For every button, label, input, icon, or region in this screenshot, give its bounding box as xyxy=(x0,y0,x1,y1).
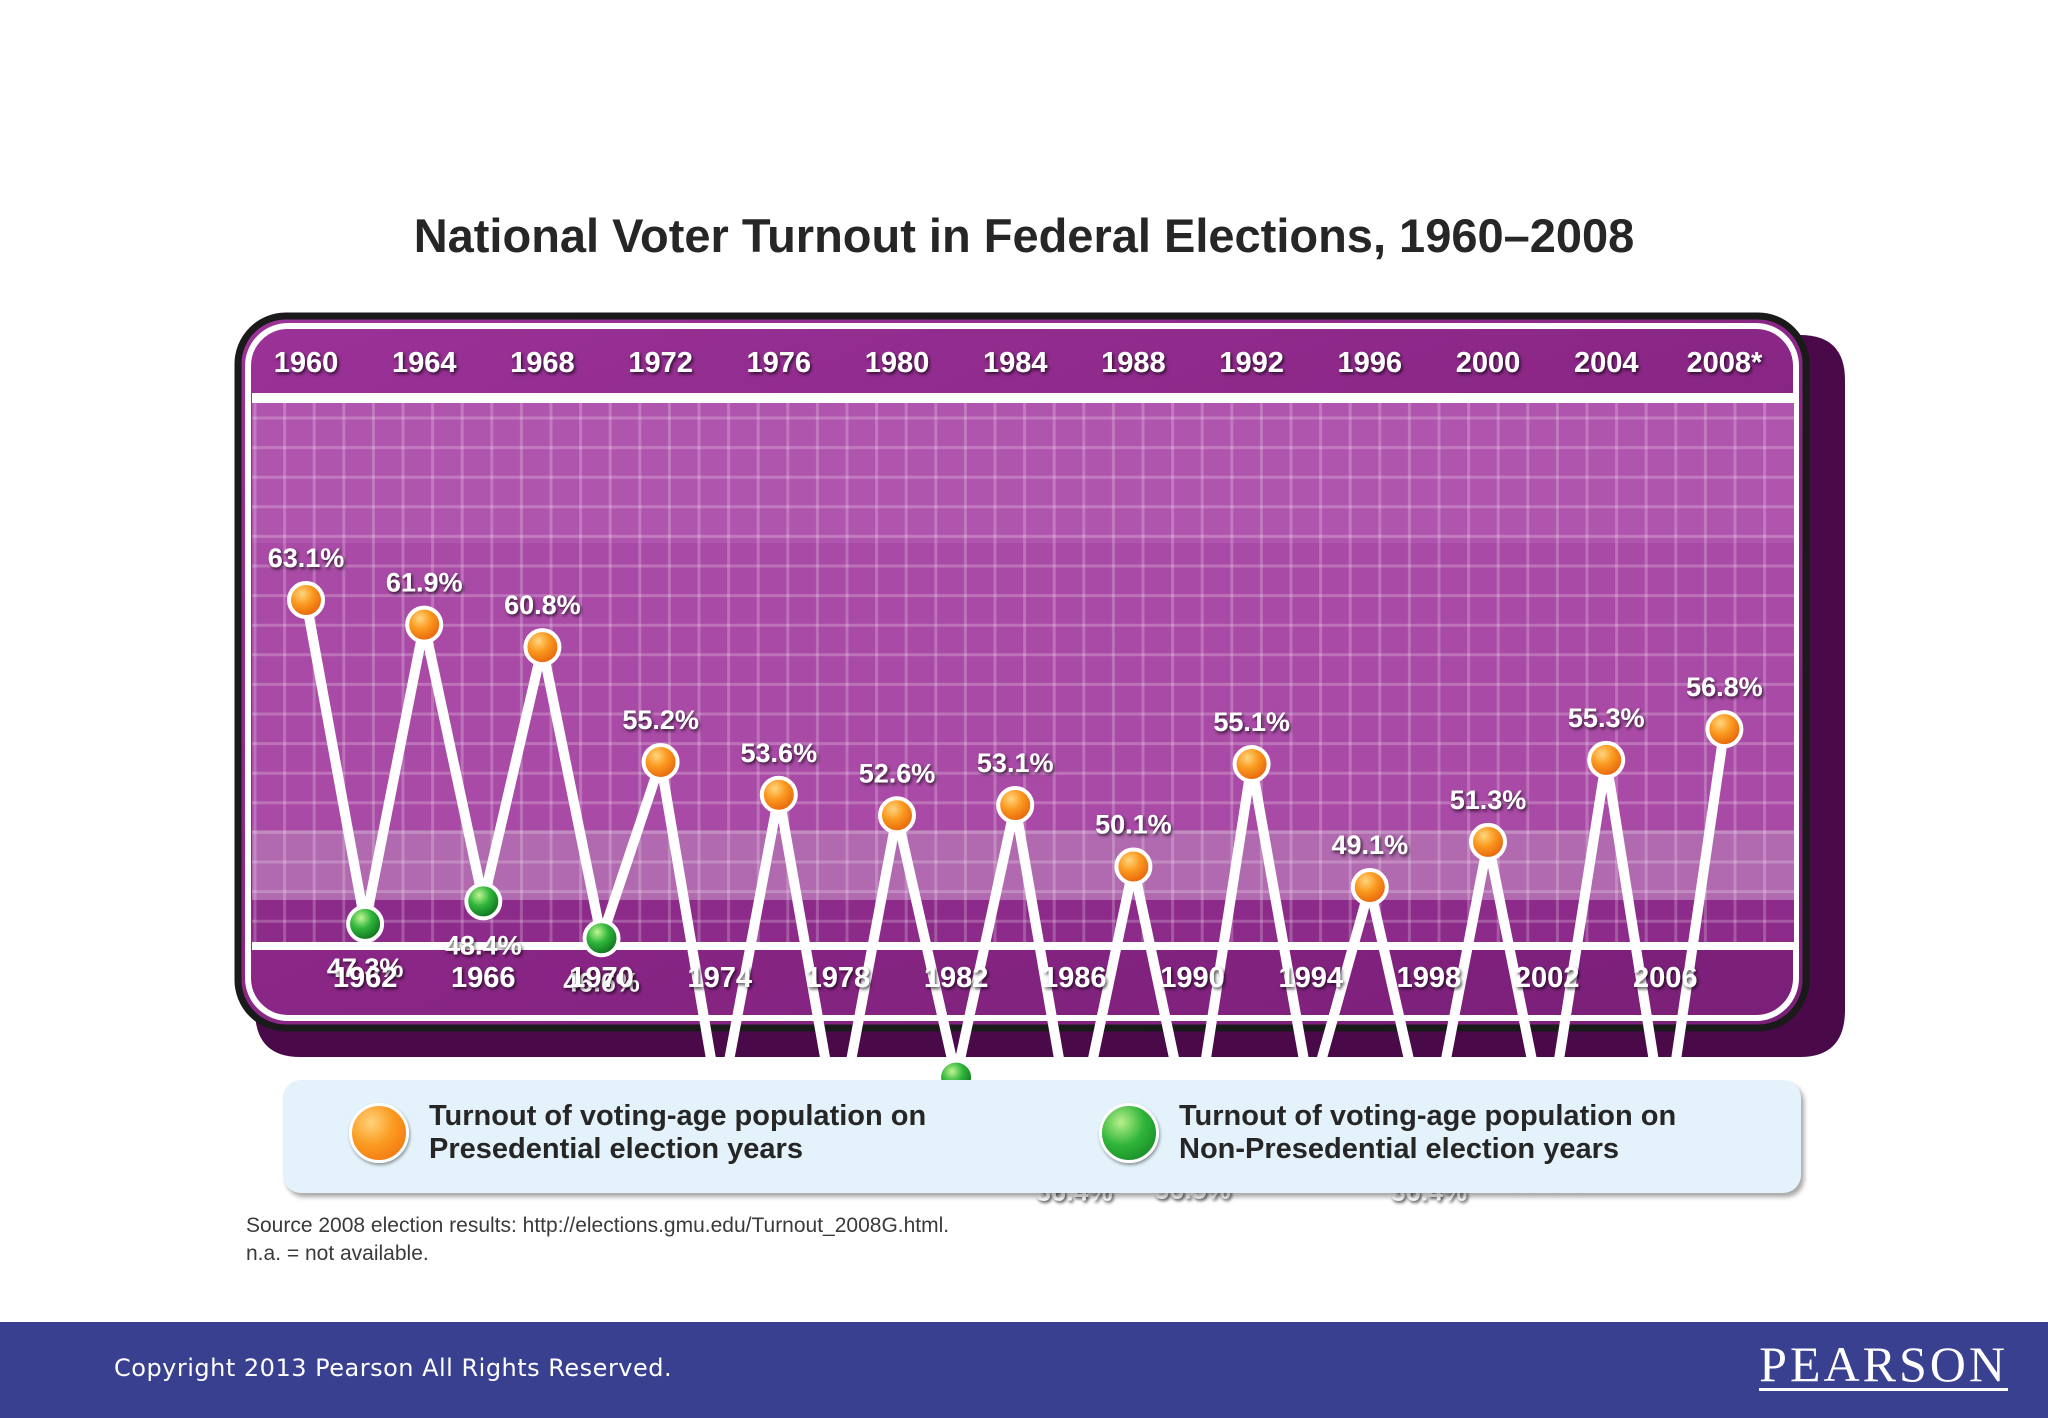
presidential-point xyxy=(878,796,916,835)
bottom-year-tick-label: 1970 xyxy=(569,962,634,994)
chart-title: National Voter Turnout in Federal Electi… xyxy=(413,209,1635,262)
presidential-point xyxy=(1469,822,1507,861)
top-year-tick-label: 2004 xyxy=(1574,347,1639,379)
legend: Turnout of voting-age population on Pres… xyxy=(283,1080,1801,1193)
presidential-data-label: 56.8% xyxy=(1686,672,1763,702)
source-line: Source 2008 election results: http://ele… xyxy=(246,1214,950,1237)
presidential-point xyxy=(1705,710,1744,749)
top-year-tick-label: 1964 xyxy=(392,347,457,379)
presidential-point xyxy=(405,605,444,644)
presidential-point xyxy=(1587,740,1626,779)
presidential-data-label: 60.8% xyxy=(504,590,581,620)
presidential-data-label: 55.2% xyxy=(622,705,699,735)
nonpresidential-point xyxy=(582,919,621,958)
presidential-data-label: 61.9% xyxy=(386,568,463,598)
legend-label-nonpresidential: Turnout of voting-age population on Non-… xyxy=(1179,1100,1677,1165)
plot-area-overlay xyxy=(252,403,1794,543)
top-year-tick-label: 1980 xyxy=(865,347,930,379)
bottom-year-tick-label: 1994 xyxy=(1278,962,1343,994)
legend-item-nonpresidential: Turnout of voting-age population on Non-… xyxy=(1099,1100,1739,1166)
presidential-data-label: 53.1% xyxy=(977,748,1054,778)
nonpresidential-data-label: 48.4% xyxy=(445,930,522,960)
bottom-year-tick-label: 1986 xyxy=(1042,962,1107,994)
presidential-data-label: 49.1% xyxy=(1332,830,1409,860)
presidential-point xyxy=(1350,868,1389,906)
footer: Copyright 2013 Pearson All Rights Reserv… xyxy=(0,1322,2048,1418)
top-year-tick-label: 1996 xyxy=(1338,347,1403,379)
presidential-point xyxy=(759,775,798,814)
presidential-point xyxy=(1232,745,1271,783)
presidential-data-label: 55.3% xyxy=(1568,703,1645,733)
presidential-point xyxy=(523,628,562,667)
bottom-year-tick-label: 1974 xyxy=(687,962,752,994)
top-year-tick-label: 1972 xyxy=(628,347,693,379)
top-year-tick-label: 1976 xyxy=(747,347,812,379)
presidential-data-label: 53.6% xyxy=(741,738,818,768)
presidential-data-label: 51.3% xyxy=(1450,785,1527,815)
orange-dot-icon xyxy=(349,1103,409,1163)
presidential-point xyxy=(1114,847,1153,886)
top-year-tick-label: 1992 xyxy=(1219,347,1284,379)
presidential-data-label: 50.1% xyxy=(1095,810,1172,840)
bottom-year-tick-label: 1978 xyxy=(806,962,871,994)
top-year-tick-label: 2000 xyxy=(1456,347,1521,379)
bottom-year-tick-label: 2006 xyxy=(1633,962,1698,994)
presidential-point xyxy=(996,786,1035,824)
source-note: Source 2008 election results: http://ele… xyxy=(246,1212,949,1268)
bottom-year-tick-label: 1990 xyxy=(1160,962,1225,994)
nonpresidential-point xyxy=(464,882,503,921)
nonpresidential-point xyxy=(346,904,385,943)
legend-label-presidential: Turnout of voting-age population on Pres… xyxy=(429,1100,927,1165)
legend-item-presidential: Turnout of voting-age population on Pres… xyxy=(349,1100,989,1166)
top-year-tick-label: 1960 xyxy=(274,347,339,379)
top-year-tick-label: 1968 xyxy=(510,347,575,379)
bottom-year-tick-label: 1962 xyxy=(333,962,398,994)
nonpresidential-data-label: 47.3% xyxy=(327,953,404,983)
bottom-year-tick-label: 2002 xyxy=(1515,962,1580,994)
presidential-data-label: 55.1% xyxy=(1213,707,1290,737)
presidential-data-label: 63.1% xyxy=(268,543,345,573)
presidential-point xyxy=(641,742,680,781)
plot-area-lower xyxy=(252,900,1794,943)
top-year-tick-label: 2008* xyxy=(1686,347,1763,379)
chart-panel-inner-border xyxy=(245,323,1799,1021)
green-dot-icon xyxy=(1099,1103,1159,1163)
na-note: n.a. = not available. xyxy=(246,1242,429,1265)
presidential-point xyxy=(287,581,325,619)
bottom-year-tick-label: 1966 xyxy=(451,962,516,994)
bottom-year-tick-label: 1982 xyxy=(924,962,989,994)
pearson-logo: PEARSON xyxy=(1759,1336,2008,1392)
presidential-data-label: 52.6% xyxy=(859,758,936,788)
bottom-year-tick-label: 1998 xyxy=(1397,962,1462,994)
top-year-tick-label: 1988 xyxy=(1101,347,1166,379)
copyright-text: Copyright 2013 Pearson All Rights Reserv… xyxy=(114,1354,673,1382)
top-year-tick-label: 1984 xyxy=(983,347,1048,379)
nonpresidential-data-label: 46.6% xyxy=(563,967,640,997)
